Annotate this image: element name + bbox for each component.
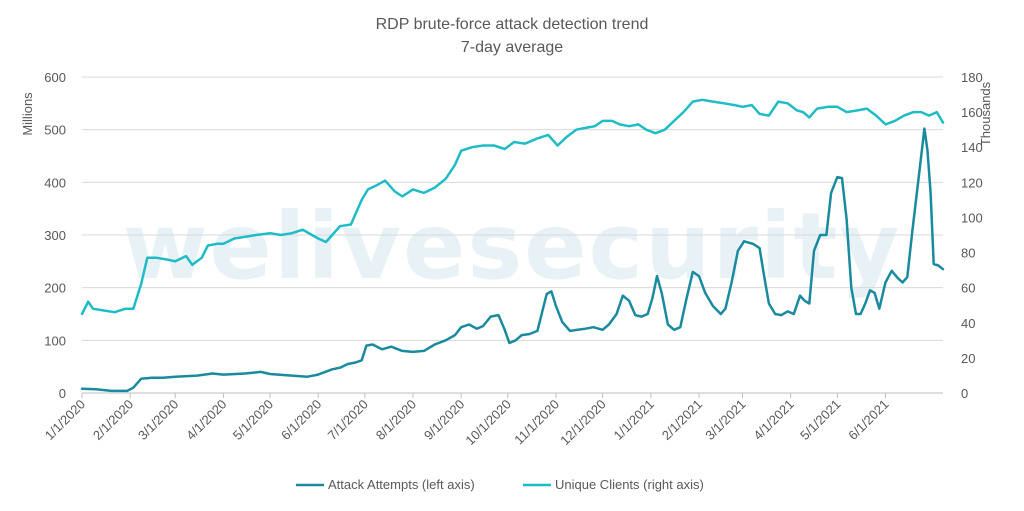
x-tick-label: 1/1/2021: [611, 397, 657, 443]
x-tick-label: 6/1/2021: [845, 397, 891, 443]
x-tick-label: 4/1/2021: [750, 397, 796, 443]
x-tick-label: 10/1/2020: [462, 397, 514, 449]
legend-label: Unique Clients (right axis): [555, 477, 704, 492]
series-line-unique-clients: [80, 98, 945, 316]
y-left-tick-label: 600: [44, 70, 66, 85]
series: [80, 98, 945, 393]
y-left-tick-label: 300: [44, 228, 66, 243]
y-right-tick-label: 20: [961, 351, 975, 366]
x-tick-label: 5/1/2021: [797, 397, 843, 443]
y-left-tick-label: 400: [44, 175, 66, 190]
y-right-tick-label: 120: [961, 175, 983, 190]
x-tick-label: 2/1/2021: [659, 397, 705, 443]
x-tick-label: 3/1/2021: [702, 397, 748, 443]
y-left-tick-label: 200: [44, 281, 66, 296]
y-right-tick-label: 140: [961, 140, 983, 155]
watermark: welivesecurity: [123, 193, 902, 300]
y-right-tick-label: 100: [961, 210, 983, 225]
x-tick-label: 1/1/2020: [42, 397, 88, 443]
y-right-tick-label: 40: [961, 316, 975, 331]
x-tick-label: 12/1/2020: [557, 397, 609, 449]
gridlines: [82, 76, 943, 341]
x-tick-label: 7/1/2020: [325, 397, 371, 443]
y-axis-left-title: Millions: [20, 92, 35, 136]
x-tick-label: 2/1/2020: [90, 397, 136, 443]
y-right-tick-label: 180: [961, 70, 983, 85]
x-tick-label: 5/1/2020: [230, 397, 276, 443]
y-right-tick-label: 60: [961, 281, 975, 296]
legend-label: Attack Attempts (left axis): [328, 477, 475, 492]
y-left-tick-label: 500: [44, 123, 66, 138]
legend: Attack Attempts (left axis) Unique Client…: [296, 477, 704, 492]
x-tick-label: 9/1/2020: [421, 397, 467, 443]
y-right-tick-label: 0: [961, 386, 968, 401]
x-tick-label: 11/1/2020: [511, 397, 562, 448]
series-line-attack-attempts: [80, 127, 945, 393]
x-tick-label: 6/1/2020: [278, 397, 324, 443]
y-left-tick-label: 0: [59, 386, 66, 401]
y-left-tick-label: 100: [44, 333, 66, 348]
y-axis-right-title: Thousands: [978, 81, 993, 146]
y-right-tick-label: 80: [961, 246, 975, 261]
y-right-tick-label: 160: [961, 105, 983, 120]
chart-title: RDP brute-force attack detection trend: [376, 16, 649, 33]
x-tick-label: 4/1/2020: [183, 397, 229, 443]
x-tick-label: 3/1/2020: [135, 397, 181, 443]
x-tick-label: 8/1/2020: [373, 397, 419, 443]
chart-subtitle: 7-day average: [461, 39, 563, 56]
